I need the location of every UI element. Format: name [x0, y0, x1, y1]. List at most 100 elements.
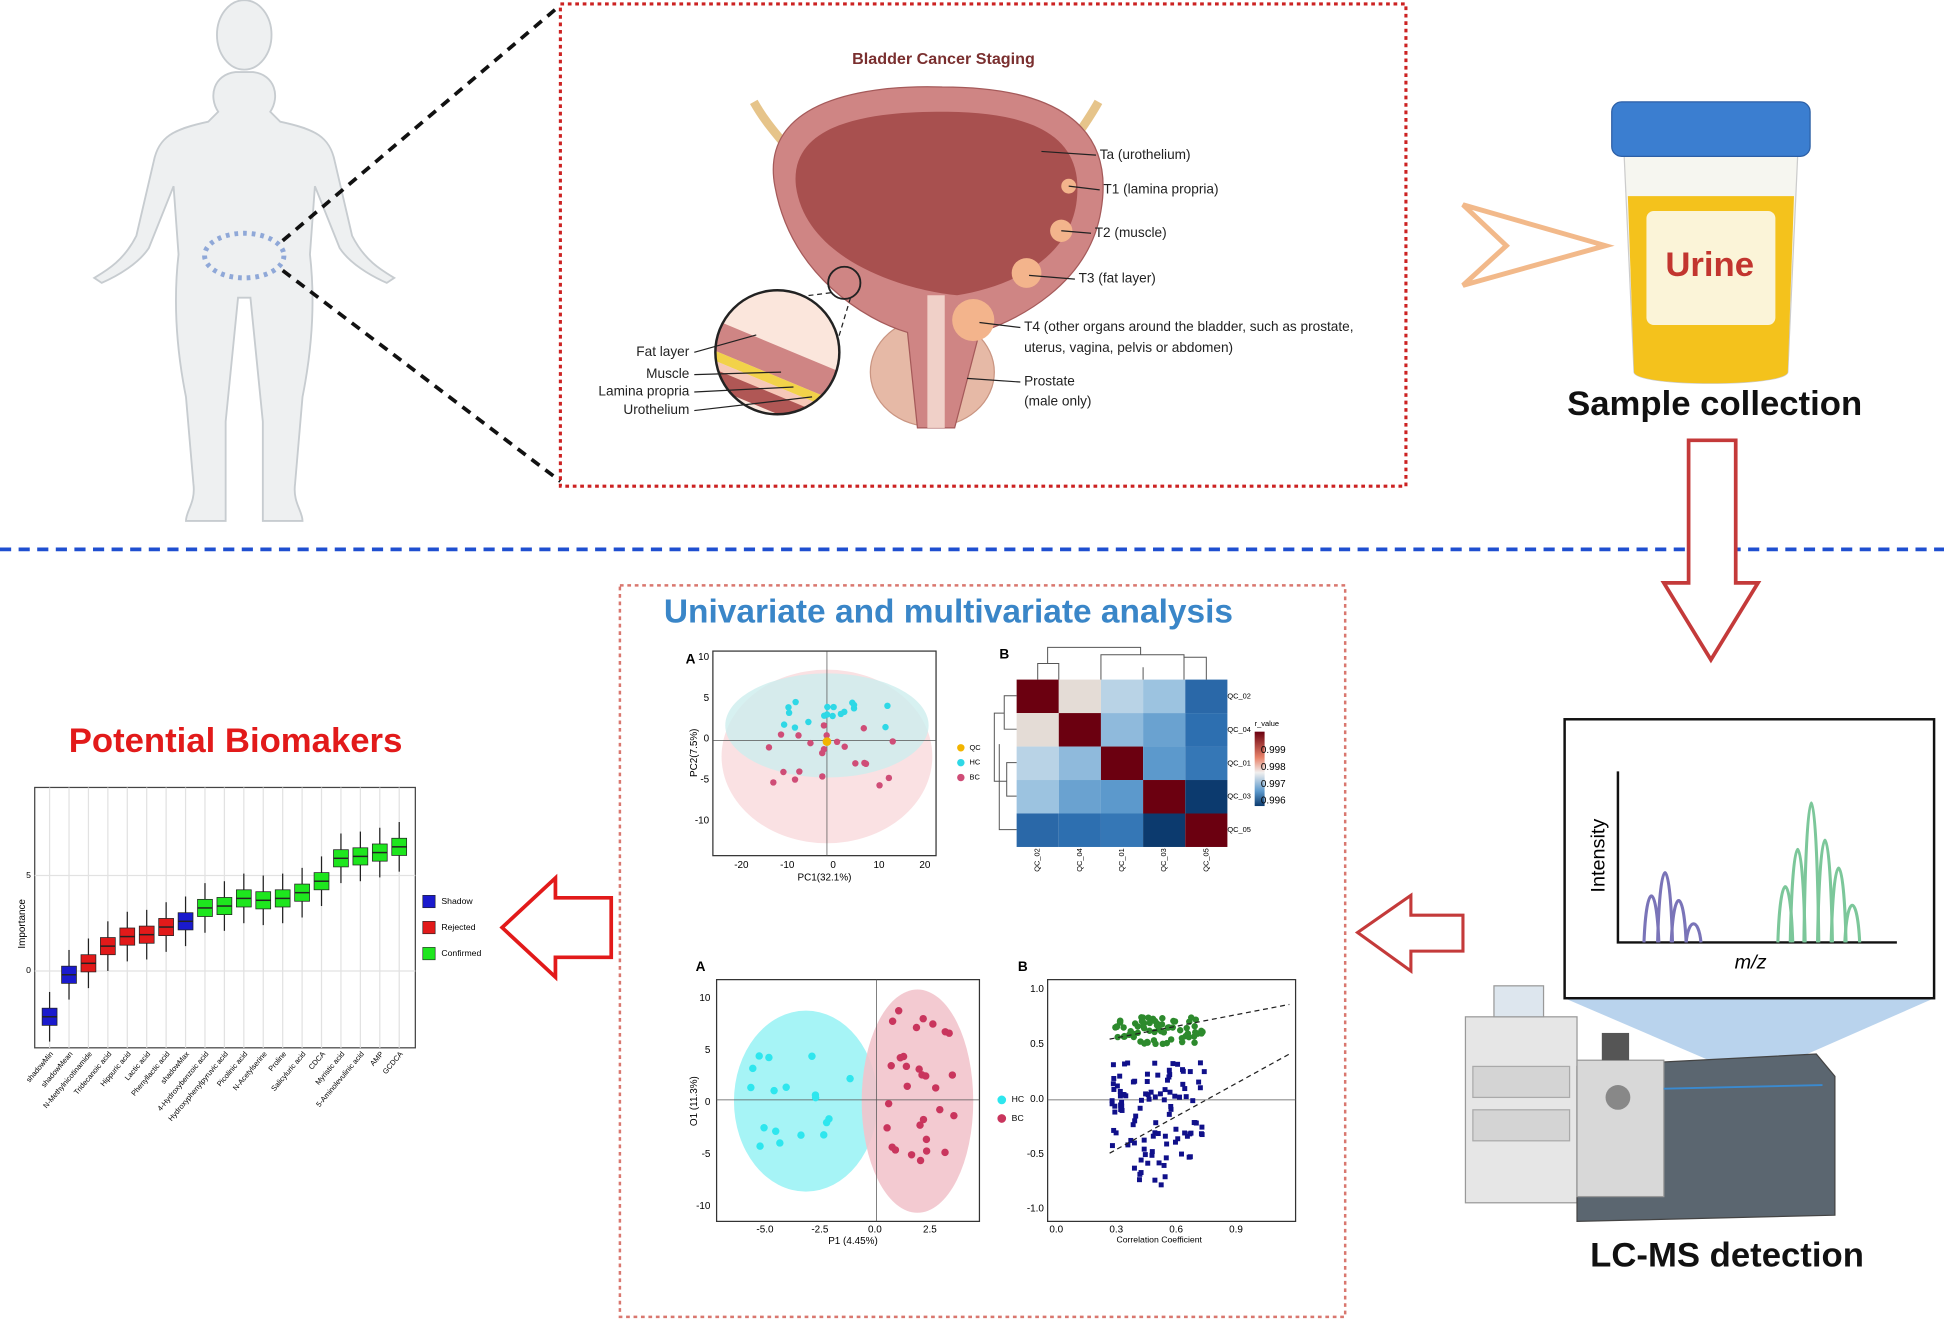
point: [1153, 1120, 1159, 1126]
stage-label: T4 (other organs around the bladder, suc…: [1024, 319, 1353, 334]
heatmap-cell: [1185, 679, 1228, 714]
point: [919, 1014, 927, 1023]
peak: [1815, 838, 1834, 943]
point: [896, 1054, 905, 1062]
point: [1152, 1060, 1158, 1066]
legend-label: BC: [1012, 1113, 1024, 1123]
point: [950, 1111, 958, 1120]
point: [884, 702, 891, 710]
point: [1113, 1130, 1119, 1136]
point: [1155, 1131, 1161, 1137]
point: [1119, 1099, 1125, 1105]
point: [1172, 1093, 1178, 1099]
legend-swatch: [957, 744, 965, 752]
y-tick-label: 5: [704, 693, 710, 704]
point: [791, 776, 799, 783]
point: [1150, 1133, 1156, 1139]
point: [747, 1083, 755, 1092]
legend-swatch: [422, 895, 436, 909]
point: [1165, 1077, 1170, 1083]
point: [1157, 1091, 1163, 1097]
point: [1168, 1106, 1174, 1112]
zoom-line: [281, 268, 562, 483]
point: [916, 1121, 924, 1129]
point: [1150, 1037, 1158, 1044]
point: [755, 1052, 763, 1060]
stage-label: T2 (muscle): [1095, 225, 1167, 240]
point: [1182, 1086, 1188, 1092]
heatmap-cell: [1100, 679, 1144, 714]
legend-swatch: [422, 921, 436, 935]
point: [1177, 1094, 1182, 1100]
point: [1199, 1124, 1205, 1130]
plot-frame: [712, 650, 937, 857]
point: [1162, 1087, 1168, 1093]
dendrogram: [993, 695, 1017, 831]
x-tick-label: 2.5: [923, 1225, 937, 1236]
bladder-lumen: [795, 111, 1078, 296]
point: [891, 1146, 900, 1154]
point: [822, 737, 832, 746]
legend-label: BC: [970, 773, 981, 782]
col-label: QC_03: [1159, 848, 1168, 872]
point: [903, 1082, 911, 1091]
point: [922, 1147, 931, 1155]
point: [894, 1007, 903, 1015]
col-label: QC_01: [1117, 848, 1126, 872]
down-arrow: [1660, 438, 1762, 664]
legend-swatch: [957, 773, 965, 782]
heatmap-cell: [1100, 746, 1144, 781]
point: [1170, 1061, 1176, 1067]
point: [922, 1135, 931, 1144]
point: [1131, 1165, 1137, 1171]
leader-lines: [694, 150, 1100, 412]
point: [1162, 1174, 1168, 1180]
confidence-ellipse: [861, 989, 974, 1213]
staging-title: Bladder Cancer Staging: [852, 50, 1035, 68]
point: [780, 768, 787, 776]
analysis-title: Univariate and multivariate analysis: [664, 594, 1233, 631]
head: [216, 0, 273, 71]
point: [1137, 1105, 1143, 1111]
stage-label: T1 (lamina propria): [1103, 181, 1218, 196]
layer-label: Fat layer: [636, 344, 689, 359]
boxplot: 05ImportanceshadowMinshadowMeanN-Methyln…: [17, 786, 481, 1123]
analysis-frame: [618, 584, 1347, 1319]
point: [1159, 1015, 1166, 1022]
legend-label: QC: [970, 743, 982, 752]
peak: [1656, 871, 1675, 943]
spectrum-frame: [1563, 718, 1936, 1000]
x-tick-label: AMP: [368, 1050, 385, 1068]
y-tick-label: 1.0: [1030, 984, 1044, 995]
point: [919, 1115, 928, 1124]
point: [1148, 1089, 1154, 1095]
point: [1145, 1092, 1151, 1098]
point: [1133, 1113, 1139, 1119]
colorbar: [1254, 731, 1265, 807]
point: [792, 698, 799, 706]
point: [1118, 1102, 1124, 1108]
point: [805, 718, 812, 726]
point: [1197, 1060, 1203, 1066]
point: [1175, 1136, 1181, 1142]
point: [1201, 1069, 1207, 1075]
point: [829, 712, 836, 720]
point: [1141, 1040, 1148, 1047]
point: [1139, 1022, 1147, 1030]
prostate-label: (male only): [1024, 393, 1091, 408]
point: [1117, 1088, 1123, 1094]
left-arrow: [1354, 892, 1465, 974]
point: [841, 743, 848, 750]
heatmap-cell: [1058, 780, 1101, 814]
point: [1121, 1092, 1127, 1098]
point: [1116, 1017, 1124, 1024]
row-label: QC_04: [1227, 725, 1251, 734]
point: [820, 1131, 828, 1139]
point: [922, 1072, 930, 1080]
y-tick-label: 10: [699, 993, 711, 1004]
point: [1112, 1103, 1118, 1109]
point: [1157, 1027, 1165, 1035]
x-tick-label: GCDCA: [381, 1050, 405, 1076]
point: [821, 712, 828, 719]
point: [1125, 1060, 1131, 1066]
